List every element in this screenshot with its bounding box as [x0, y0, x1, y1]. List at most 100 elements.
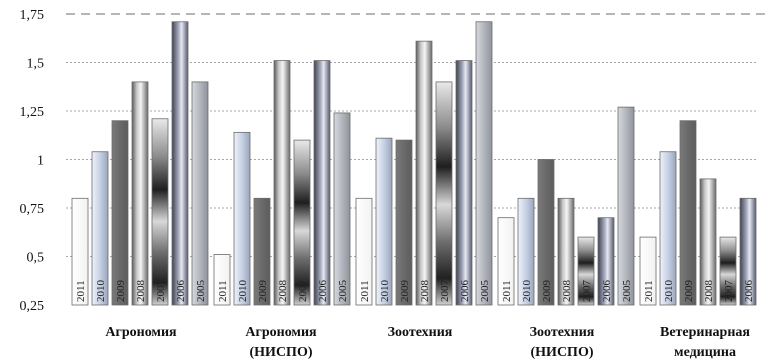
bar-year-label: 2008 [277, 280, 289, 303]
bar-year-label: 2009 [399, 280, 411, 303]
bar: 2006 [455, 60, 473, 306]
bar-year-label: 2008 [419, 280, 431, 303]
y-tick-label: 0,5 [27, 251, 45, 266]
x-axis-category-labels: Агрономия Агрономия (НИСПО) Зоотехния Зоотех… [105, 325, 750, 360]
bar: 2008 [557, 197, 575, 306]
bar: 2006 [313, 60, 331, 306]
bar-year-label: 2006 [459, 280, 471, 303]
bar: 2007 [719, 236, 737, 306]
bar-year-label: 2011 [359, 280, 371, 302]
bar-rect [659, 151, 677, 306]
bar-rect [253, 197, 271, 306]
bar-rect [233, 131, 251, 306]
bar-year-label: 2007 [581, 280, 593, 303]
bar-year-label: 2008 [703, 280, 715, 303]
bar-year-label: 2006 [317, 280, 329, 303]
bar-year-label: 2006 [175, 280, 187, 303]
bar-year-label: 2011 [217, 280, 229, 302]
y-axis-tick-labels: 0,25 0,5 0,75 1 1,25 1,5 1,75 [20, 8, 45, 314]
bar: 2006 [597, 217, 615, 306]
bar-rect [131, 81, 149, 306]
bar: 2005 [191, 81, 209, 306]
bar-rect [191, 81, 209, 306]
bar-year-label: 2010 [521, 280, 533, 303]
bar: 2006 [171, 21, 189, 306]
bar-rect [91, 151, 109, 306]
bar-rect [151, 118, 169, 306]
bar: 2008 [415, 40, 433, 306]
bar-rect [395, 139, 413, 306]
bar-rect [577, 236, 595, 306]
bar-year-label: 2011 [643, 280, 655, 302]
bar-rect [497, 217, 515, 306]
bar-year-label: 2009 [257, 280, 269, 303]
bar-rect [273, 60, 291, 306]
y-tick-label: 1,5 [27, 57, 45, 72]
bar-rect [455, 60, 473, 306]
bar-rect [293, 139, 311, 306]
bar: 2007 [151, 118, 169, 306]
bar-year-label: 2009 [115, 280, 127, 303]
bar: 2008 [131, 81, 149, 306]
bar: 2011 [497, 217, 515, 306]
x-category-label: Зоотехния (НИСПО) [530, 325, 595, 360]
y-tick-label: 0,75 [20, 202, 45, 217]
y-tick-label: 0,25 [20, 299, 45, 314]
x-category-label: Агрономия (НИСПО) [245, 325, 317, 360]
bar-year-label: 2005 [479, 280, 491, 303]
bar: 2009 [537, 159, 555, 306]
bar-rect [355, 197, 373, 306]
bar-year-label: 2007 [439, 280, 451, 303]
bar-rect [617, 106, 635, 306]
bar-rect [435, 81, 453, 306]
bar: 2009 [253, 197, 271, 306]
bar-year-label: 2008 [135, 280, 147, 303]
bar: 2008 [273, 60, 291, 306]
bar-year-label: 2010 [95, 280, 107, 303]
bar-rect [333, 112, 351, 306]
bar-year-label: 2009 [683, 280, 695, 303]
bar: 2009 [395, 139, 413, 306]
y-tick-label: 1 [37, 154, 44, 169]
bar: 2005 [475, 21, 493, 306]
bar: 2010 [517, 197, 535, 306]
bar: 2005 [617, 106, 635, 306]
bar-rect [679, 120, 697, 306]
bar-year-label: 2010 [379, 280, 391, 303]
bar-year-label: 2005 [195, 280, 207, 303]
bar-year-label: 2005 [621, 280, 633, 303]
y-tick-label: 1,25 [20, 105, 45, 120]
bar: 2011 [355, 197, 373, 306]
bar-rect [313, 60, 331, 306]
bars: 2011 2010 2009 2008 2007 2006 2005 2011 2010 2009… [71, 21, 757, 306]
bar: 2009 [679, 120, 697, 306]
bar: 2010 [233, 131, 251, 306]
bar-rect [415, 40, 433, 306]
bar-rect [719, 236, 737, 306]
bar-rect [597, 217, 615, 306]
bar: 2011 [213, 254, 231, 306]
bar-rect [639, 236, 657, 306]
bar-year-label: 2011 [501, 280, 513, 302]
bar-rect [213, 254, 231, 306]
bar-year-label: 2011 [75, 280, 87, 302]
bar-year-label: 2010 [663, 280, 675, 303]
bar-rect [71, 197, 89, 306]
bar: 2008 [699, 178, 717, 306]
bar-year-label: 2008 [561, 280, 573, 303]
x-category-label: Ветеринарная медицина [660, 325, 750, 360]
x-category-label: Агрономия [105, 325, 177, 340]
bar-year-label: 2006 [743, 280, 755, 303]
bar: 2007 [577, 236, 595, 306]
bar: 2010 [659, 151, 677, 306]
bar: 2010 [91, 151, 109, 306]
bar: 2011 [71, 197, 89, 306]
bar-year-label: 2010 [237, 280, 249, 303]
bar: 2009 [111, 120, 129, 306]
bar-year-label: 2007 [723, 280, 735, 303]
bar-rect [375, 137, 393, 306]
bar-rect [557, 197, 575, 306]
bar-rect [517, 197, 535, 306]
bar-year-label: 2006 [601, 280, 613, 303]
